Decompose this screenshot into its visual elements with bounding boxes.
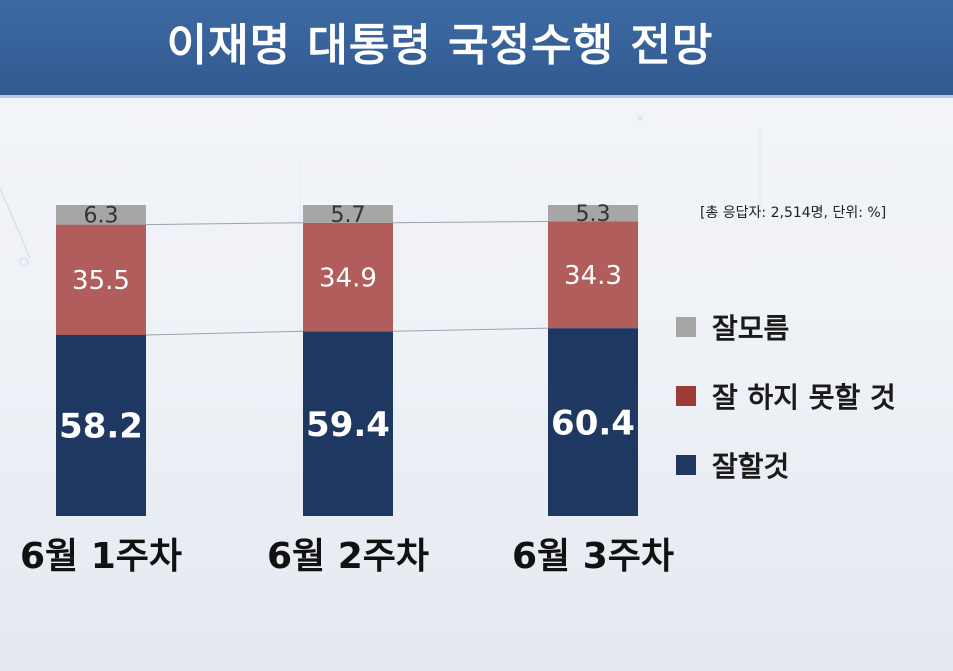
bar-bad-3	[548, 221, 638, 329]
connector-line-bad-2	[392, 220, 549, 224]
legend-swatch-bad	[676, 386, 696, 406]
legend-label-bad: 잘 하지 못할 것	[712, 381, 896, 414]
bar-dont-know-1	[56, 205, 146, 225]
category-label-3: 6월 3주차	[512, 536, 674, 577]
legend-label-good: 잘할것	[712, 450, 790, 483]
connector-line-good-2	[392, 327, 549, 332]
data-label-bad-2: 34.9	[319, 263, 377, 293]
data-label-bad-3: 34.3	[564, 261, 622, 291]
legend-swatch-good	[676, 455, 696, 475]
connector-line-good-1	[145, 330, 304, 336]
bar-good-2	[303, 331, 393, 516]
chart-title: 이재명 대통령 국정수행 전망	[166, 20, 714, 71]
title-banner: 이재명 대통령 국정수행 전망	[0, 0, 953, 98]
legend-item-good: 잘할것	[676, 448, 946, 483]
legend-item-dont-know: 잘모름	[676, 310, 946, 345]
data-label-good-3: 60.4	[551, 403, 635, 443]
background-decoration	[0, 115, 761, 338]
category-label-1: 6월 1주차	[20, 536, 182, 577]
bar-bad-2	[303, 222, 393, 332]
bar-dont-know-3	[548, 205, 638, 222]
category-label-2: 6월 2주차	[267, 536, 429, 577]
bar-good-1	[56, 334, 146, 516]
data-label-bad-1: 35.5	[72, 266, 130, 296]
legend: 잘모름 잘 하지 못할 것 잘할것	[676, 310, 946, 517]
sample-note: [총 응답자: 2,514명, 단위: %]	[700, 205, 887, 221]
legend-item-bad: 잘 하지 못할 것	[676, 379, 946, 414]
data-label-good-1: 58.2	[59, 407, 143, 447]
data-label-good-2: 59.4	[306, 405, 390, 445]
legend-label-dont-know: 잘모름	[712, 312, 790, 345]
connector-line-bad-1	[145, 222, 304, 226]
bar-dont-know-2	[303, 205, 393, 223]
data-label-dont-know-1: 6.3	[84, 204, 119, 229]
data-label-dont-know-3: 5.3	[576, 202, 611, 227]
bar-good-3	[548, 328, 638, 516]
bar-bad-1	[56, 224, 146, 335]
legend-swatch-dont-know	[676, 317, 696, 337]
data-label-dont-know-2: 5.7	[331, 203, 366, 228]
